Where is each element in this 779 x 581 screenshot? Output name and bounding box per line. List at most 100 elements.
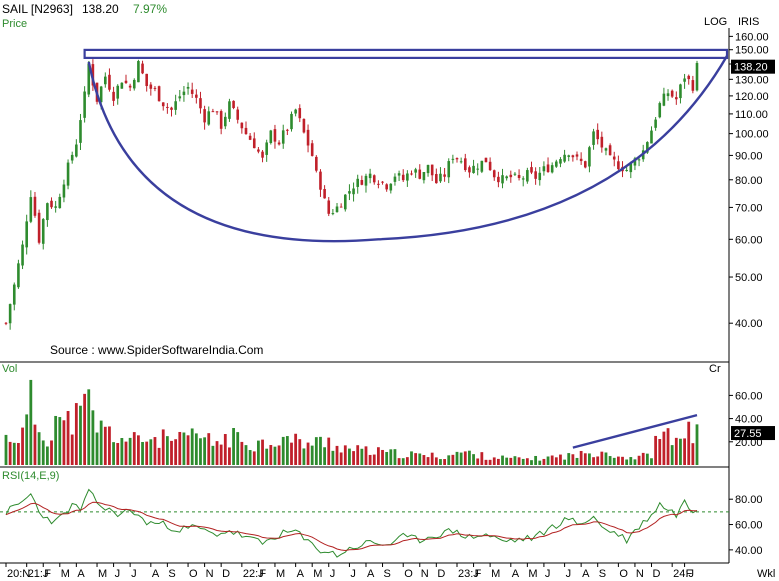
x-tick-label: A	[77, 568, 85, 580]
x-tick-label: M	[61, 568, 70, 580]
volume-bar	[83, 393, 87, 465]
price-tick-label: 70.00	[735, 202, 763, 214]
x-tick-label: A	[152, 568, 160, 580]
volume-bar	[683, 438, 686, 465]
volume-bar	[327, 437, 331, 465]
candle-body	[277, 142, 281, 145]
volume-bar	[8, 441, 12, 465]
candle-body	[637, 159, 641, 161]
x-tick-label: J	[330, 568, 336, 580]
volume-bar	[608, 456, 612, 465]
volume-bar	[401, 458, 405, 465]
candle-body	[662, 93, 666, 106]
candle-body	[116, 85, 120, 99]
candle-body	[25, 221, 28, 248]
x-tick-label: 20:N	[7, 568, 30, 580]
candle-body	[37, 212, 41, 243]
candle-body	[377, 183, 380, 185]
candle-body	[617, 161, 620, 170]
volume-bar	[190, 428, 194, 465]
x-tick-label: O	[404, 568, 413, 580]
volume-bar	[99, 420, 103, 465]
volume-bar	[149, 439, 153, 465]
candle-body	[170, 107, 173, 110]
rsi-tick-label: 60.00	[735, 520, 763, 532]
x-tick-label: 21:J	[28, 568, 49, 580]
volume-bar	[616, 456, 620, 465]
volume-bar	[157, 447, 161, 465]
candle-body	[534, 171, 537, 179]
candle-body	[633, 158, 637, 166]
volume-bar	[550, 455, 554, 465]
volume-bar	[323, 447, 327, 465]
candle-body	[550, 165, 554, 173]
volume-bar	[530, 460, 533, 465]
candle-body	[137, 61, 140, 83]
candle-body	[679, 84, 682, 99]
candle-body	[269, 130, 273, 143]
volume-bar	[29, 379, 33, 465]
volume-bar	[509, 457, 513, 465]
candle-body	[240, 122, 244, 129]
candle-body	[472, 165, 475, 174]
candle-body	[331, 213, 335, 215]
log-label[interactable]: LOG	[704, 16, 727, 28]
candle-body	[8, 304, 12, 324]
period-label[interactable]: Wkl	[757, 568, 775, 580]
volume-bar	[219, 444, 223, 465]
volume-bar	[25, 414, 29, 465]
candle-body	[629, 162, 633, 173]
candle-body	[658, 103, 662, 118]
volume-bar	[252, 451, 256, 465]
volume-bar	[600, 451, 604, 465]
x-tick-label: D	[222, 568, 230, 580]
candle-body	[252, 138, 256, 149]
candle-body	[178, 96, 182, 99]
volume-bar	[588, 453, 591, 465]
x-tick-label: M	[528, 568, 537, 580]
x-tick-label: A	[512, 568, 520, 580]
candle-body	[348, 191, 351, 194]
volume-bar	[277, 445, 281, 465]
volume-bar	[625, 459, 629, 465]
source-label: Source : www.SpiderSoftwareIndia.Com	[50, 343, 263, 357]
candle-body	[476, 168, 480, 170]
price-y-axis: 40.00 50.00 60.00 70.00 80.00 90.00 100.00 110.…	[729, 31, 769, 330]
volume-bar	[592, 457, 595, 465]
rsi-series	[5, 488, 698, 558]
volume-bar	[476, 458, 480, 465]
candle-body	[161, 102, 165, 107]
volume-bar	[45, 446, 49, 465]
volume-bar	[137, 435, 140, 465]
candle-body	[517, 174, 521, 178]
volume-bar	[54, 415, 58, 465]
x-tick-label: F	[686, 568, 693, 580]
volume-bar	[215, 441, 219, 465]
price-tick-label: 110.00	[735, 109, 768, 121]
volume-bar	[269, 445, 273, 465]
candle-body	[447, 161, 451, 178]
candle-body	[108, 74, 111, 90]
volume-bar	[116, 442, 120, 465]
x-tick-label: A	[367, 568, 375, 580]
volume-bar	[439, 459, 442, 465]
candle-body	[120, 82, 124, 89]
candle-body	[87, 63, 91, 95]
candle-body	[4, 322, 8, 324]
last-price-label: 138.20	[734, 62, 768, 74]
volume-bar	[244, 445, 248, 465]
iris-label[interactable]: IRIS	[738, 16, 759, 28]
volume-bar	[687, 421, 691, 465]
volume-bar	[21, 427, 24, 465]
volume-bar	[161, 429, 165, 465]
x-tick-label: S	[384, 568, 391, 580]
x-tick-label: 22:J	[243, 568, 264, 580]
candle-body	[195, 94, 198, 98]
candle-body	[364, 175, 368, 186]
volume-bar	[397, 458, 401, 465]
candle-body	[75, 144, 78, 157]
volume-bar	[95, 432, 99, 465]
volume-bar	[579, 450, 583, 465]
volume-bar	[546, 456, 550, 465]
